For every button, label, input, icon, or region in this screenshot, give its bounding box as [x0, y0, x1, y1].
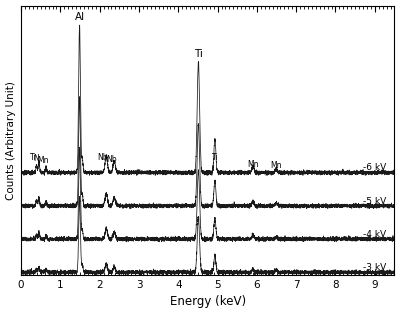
Text: -5 kV: -5 kV — [363, 197, 386, 206]
Text: Al: Al — [74, 12, 85, 22]
Text: Mn: Mn — [270, 161, 282, 170]
Text: Ti: Ti — [212, 153, 218, 161]
Text: Nb: Nb — [106, 155, 117, 164]
Text: -6 kV: -6 kV — [363, 164, 386, 172]
Text: N: N — [33, 154, 38, 163]
Text: Mn: Mn — [37, 156, 48, 165]
Text: Mn: Mn — [247, 160, 259, 169]
Text: Ti: Ti — [30, 153, 36, 161]
Text: -4 kV: -4 kV — [364, 230, 386, 239]
Text: Ti: Ti — [194, 49, 203, 59]
Text: -3 kV: -3 kV — [363, 263, 386, 272]
X-axis label: Energy (keV): Energy (keV) — [170, 295, 246, 308]
Text: Nb: Nb — [97, 153, 107, 161]
Y-axis label: Counts (Arbitrary Unit): Counts (Arbitrary Unit) — [6, 81, 16, 200]
